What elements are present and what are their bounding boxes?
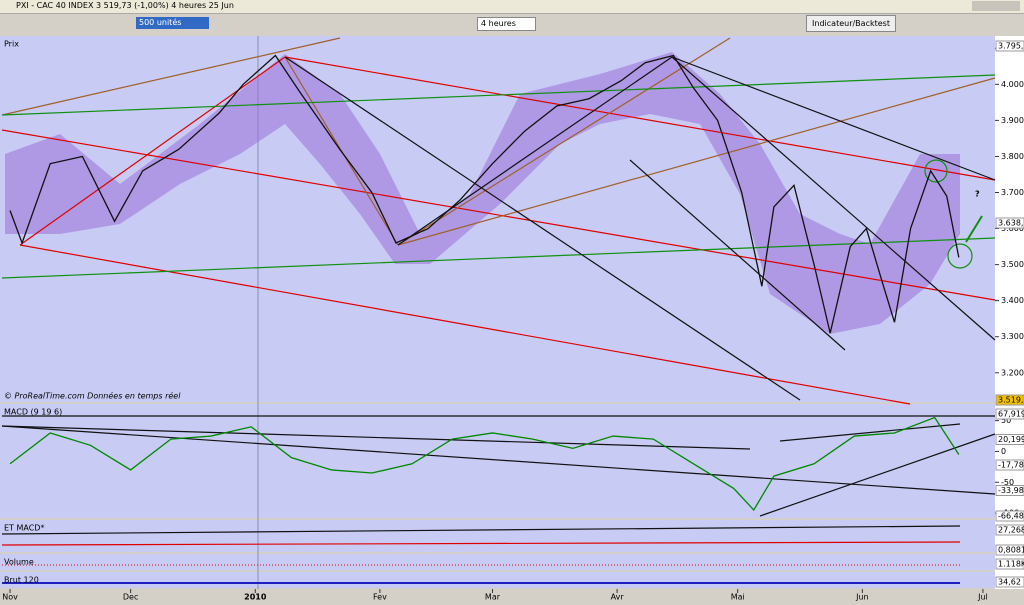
trend-line	[1, 74, 996, 116]
y-tick-label: 3.400	[1001, 296, 1024, 305]
last-value: 1.118K	[998, 560, 1024, 569]
last-value: -17,788	[998, 461, 1024, 470]
x-tick-label: Jul	[977, 593, 988, 602]
y-tick-label: 4.000	[1001, 80, 1024, 89]
macd-panel	[0, 404, 995, 518]
panel-title: Prix	[4, 40, 19, 49]
highlight-circle	[924, 159, 948, 183]
window-buttons[interactable]	[972, 1, 1020, 11]
trend-line	[779, 423, 961, 442]
value-badge	[995, 408, 1024, 420]
trend-line	[671, 56, 996, 341]
trend-line	[284, 56, 801, 401]
y-tick-label: 3.300	[1001, 332, 1024, 341]
last-value: 0,8081	[998, 546, 1024, 555]
y-tick-label: 3.500	[1001, 260, 1024, 269]
last-value: 67,919	[998, 410, 1024, 419]
value-badge	[995, 558, 1024, 570]
last-value: -66,486	[998, 512, 1024, 521]
value-badge	[995, 510, 1024, 522]
x-tick-label: Nov	[2, 593, 18, 602]
panel-title: Brut 120	[4, 576, 39, 585]
trend-line	[1, 37, 341, 116]
trend-line	[1, 237, 996, 279]
value-badge	[995, 217, 1024, 229]
value-badge	[995, 40, 1024, 52]
data-line	[9, 54, 960, 334]
trend-line	[629, 159, 846, 351]
value-badge	[995, 485, 1024, 496]
y-tick-label: 3.600	[1001, 224, 1024, 233]
last-value: 27,268	[998, 526, 1024, 535]
last-value: 3.638,9	[998, 219, 1024, 228]
trend-line	[397, 77, 996, 246]
toolbar: 500 unités 4 heures Indicateur/Backtest	[0, 14, 1024, 34]
y-tick-label: 3.700	[1001, 188, 1024, 197]
x-tick-label: Mai	[731, 593, 745, 602]
trend-line	[759, 433, 996, 517]
annotation: ?	[975, 190, 980, 199]
panel-title: MACD (9 19 6)	[4, 408, 62, 417]
value-badge	[995, 576, 1024, 588]
source-note: © ProRealTime.com Données en temps réel	[4, 391, 181, 401]
highlight-circle	[947, 243, 973, 269]
x-tick-label: Dec	[123, 593, 138, 602]
y-tick-label: 3.800	[1001, 152, 1024, 161]
y-tick-label: 50	[1001, 416, 1011, 425]
value-badge	[995, 459, 1024, 471]
x-tick-label: Fev	[373, 593, 387, 602]
trend-line	[397, 56, 673, 246]
trend-line	[1, 425, 996, 495]
x-tick-label: 2010	[244, 593, 267, 602]
trend-line	[19, 56, 286, 246]
y-tick-label: 3.900	[1001, 116, 1024, 125]
price-panel	[0, 36, 995, 402]
trend-line	[284, 56, 996, 181]
etmacd-panel	[0, 520, 995, 552]
trend-line	[671, 56, 996, 181]
trend-line	[397, 37, 731, 246]
x-tick-label: Jun	[855, 593, 869, 602]
etmacd-line	[1, 541, 961, 546]
period-select[interactable]: 4 heures	[477, 17, 536, 31]
arrow	[965, 215, 983, 243]
chart-area: NovDec2010FevMarAvrMaiJunJulPrix4.1004.0…	[0, 36, 1024, 605]
title-bar: PXI - CAC 40 INDEX 3 519,73 (-1,00%) 4 h…	[0, 0, 1024, 14]
x-tick-label: Mar	[485, 593, 501, 602]
panel-title: ET MACD*	[4, 524, 44, 533]
y-tick-label: 0	[1001, 447, 1006, 456]
trend-line	[1, 425, 751, 450]
volume-panel	[0, 554, 995, 570]
last-value: -33,985	[998, 486, 1024, 495]
trend-line	[1, 129, 996, 301]
price-axis	[995, 36, 1024, 591]
y-tick-label: 3.200	[1001, 368, 1024, 377]
x-axis	[0, 589, 1024, 605]
last-value: 3.519,7	[998, 396, 1024, 405]
last-value: 20,199	[998, 435, 1024, 444]
panel-title: Volume	[4, 558, 34, 567]
window-title: PXI - CAC 40 INDEX 3 519,73 (-1,00%) 4 h…	[16, 1, 234, 10]
value-badge	[995, 544, 1024, 556]
quantity-select[interactable]: 500 unités	[136, 17, 209, 29]
brut-panel	[0, 572, 995, 588]
y-tick-label: -50	[1001, 478, 1014, 487]
backtest-button[interactable]: Indicateur/Backtest	[806, 15, 896, 32]
x-tick-label: Avr	[611, 593, 625, 602]
last-value: 3.795,8	[998, 42, 1024, 51]
data-line	[9, 416, 960, 512]
value-badge	[995, 434, 1024, 445]
value-badge	[995, 394, 1024, 406]
value-badge	[995, 524, 1024, 536]
last-value: 34,62	[998, 578, 1021, 587]
etmacd-line	[1, 525, 961, 535]
